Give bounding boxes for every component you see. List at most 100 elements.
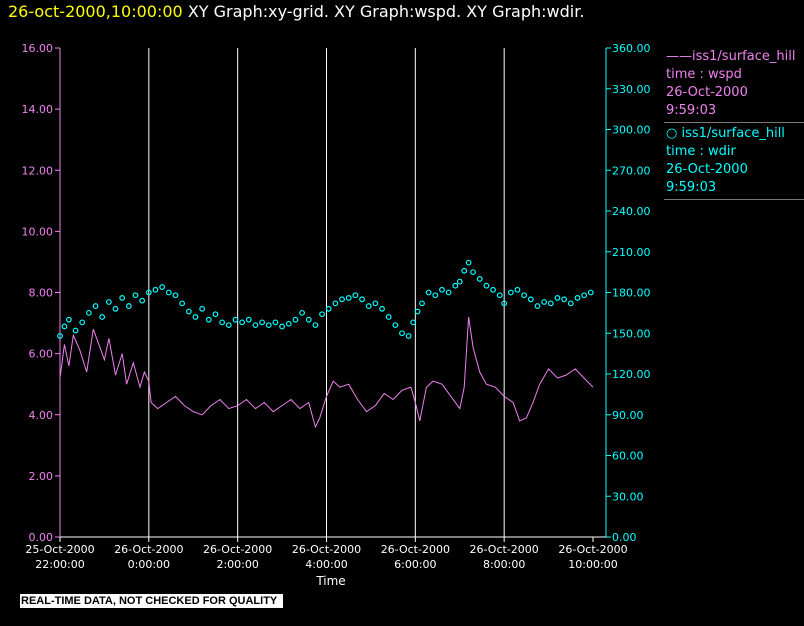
wdir-point <box>581 292 588 299</box>
wdir-point <box>219 319 226 326</box>
wdir-point <box>205 316 212 323</box>
wdir-point <box>312 322 319 329</box>
wdir-point <box>152 286 159 293</box>
wdir-point <box>547 300 554 307</box>
right-axis-wdir: 0.00 30.00 60.00 90.00 120.00 150.00 180.00 210… <box>605 42 651 544</box>
x-axis-time: 25-Oct-2000 22:00:00 26-Oct-2000 0:00:00 26-… <box>25 536 628 571</box>
wdir-point <box>490 286 496 293</box>
wdir-point <box>439 286 445 293</box>
right-axis-tick-label: 300.00 <box>612 124 651 137</box>
right-axis-tick-label: 240.00 <box>612 205 651 218</box>
series-wspd <box>59 316 594 429</box>
wdir-point <box>399 330 405 337</box>
wdir-point <box>405 333 412 339</box>
chart-header: 26-oct-2000,10:00:00 XY Graph:xy-grid. X… <box>8 2 584 21</box>
wdir-point <box>352 292 359 299</box>
legend-entry-wspd-time: 9:59:03 <box>666 103 717 118</box>
x-axis-tick-time: 0:00:00 <box>128 558 170 571</box>
legend-entry-wdir: ○ iss1/surface_hill time : wdir 26-Oct-2… <box>664 123 804 200</box>
wdir-point <box>145 289 152 296</box>
x-axis-tick-date: 26-Oct-2000 <box>470 543 539 556</box>
right-axis-tick-label: 360.00 <box>612 42 651 55</box>
wdir-point <box>432 292 439 299</box>
x-axis-tick-time: 2:00:00 <box>216 558 258 571</box>
wdir-point <box>419 300 425 307</box>
x-axis-tick-date: 26-Oct-2000 <box>203 543 272 556</box>
wdir-point <box>392 322 399 329</box>
legend-entry-wdir-date: 26-Oct-2000 <box>666 162 748 177</box>
wdir-point <box>85 309 92 316</box>
wdir-point <box>339 296 345 303</box>
right-axis-tick-label: 150.00 <box>612 327 651 340</box>
x-axis-tick-time: 8:00:00 <box>483 558 525 571</box>
series-wdir <box>57 259 594 339</box>
wdir-point <box>425 289 432 296</box>
wdir-point <box>285 320 292 327</box>
x-axis-tick-date: 26-Oct-2000 <box>558 543 627 556</box>
left-axis-tick-label: 10.00 <box>22 225 54 238</box>
wdir-point <box>72 327 79 334</box>
wdir-point <box>299 309 305 316</box>
wdir-point <box>496 292 503 299</box>
legend: —— iss1/surface_hill time : wspd 26-Oct-2… <box>664 46 804 200</box>
wdir-point <box>192 314 199 320</box>
legend-entry-wspd-variable: time : wspd <box>666 67 742 82</box>
wdir-point <box>521 292 528 299</box>
x-axis-tick-date: 26-Oct-2000 <box>114 543 183 556</box>
x-axis-tick-time: 10:00:00 <box>568 558 617 571</box>
right-axis-tick-label: 270.00 <box>612 164 651 177</box>
quality-disclaimer: REAL-TIME DATA, NOT CHECKED FOR QUALITY <box>20 594 284 608</box>
x-axis-tick-date: 26-Oct-2000 <box>381 543 450 556</box>
wdir-point <box>185 308 192 315</box>
right-axis-tick-label: 330.00 <box>612 83 651 96</box>
wdir-point <box>212 311 219 318</box>
wdir-point <box>501 300 508 307</box>
wdir-point <box>305 316 312 323</box>
wdir-point <box>57 333 63 339</box>
left-axis-tick-label: 16.00 <box>22 42 54 55</box>
left-axis-tick-label: 0.00 <box>29 531 54 544</box>
header-timestamp: 26-oct-2000,10:00:00 <box>8 2 183 21</box>
wdir-point <box>452 282 459 289</box>
wdir-point <box>365 303 372 309</box>
wdir-point <box>245 316 252 323</box>
legend-line-swatch: —— <box>666 49 692 64</box>
wdir-point <box>179 300 186 307</box>
right-axis-tick-label: 30.00 <box>612 490 644 503</box>
left-axis-tick-label: 6.00 <box>29 348 54 361</box>
wdir-point <box>541 299 548 305</box>
wdir-point <box>385 314 392 320</box>
header-graph-titles: XY Graph:xy-grid. XY Graph:wspd. XY Grap… <box>187 2 585 21</box>
wdir-point <box>372 300 379 307</box>
x-axis-tick-date: 25-Oct-2000 <box>25 543 94 556</box>
right-axis-tick-label: 120.00 <box>612 368 651 381</box>
wdir-point <box>345 295 352 301</box>
wdir-point <box>319 311 325 318</box>
wdir-point <box>445 289 452 296</box>
wdir-point <box>79 319 86 326</box>
wdir-point <box>112 305 119 312</box>
wdir-point <box>527 296 534 303</box>
wdir-point <box>514 286 521 293</box>
wdir-point <box>359 296 365 303</box>
wdir-point <box>259 319 265 326</box>
right-axis-tick-label: 60.00 <box>612 450 644 463</box>
wdir-point <box>574 295 581 301</box>
x-axis-label: Time <box>315 574 345 588</box>
legend-entry-wdir-station: iss1/surface_hill <box>681 126 785 141</box>
legend-marker-swatch: ○ <box>666 126 682 141</box>
wdir-point <box>292 316 299 323</box>
wdir-point <box>507 289 514 296</box>
right-axis-tick-label: 180.00 <box>612 287 651 300</box>
wdir-point <box>92 303 99 309</box>
wdir-point <box>272 319 279 326</box>
right-axis-tick-label: 210.00 <box>612 246 651 259</box>
wdir-point <box>132 292 139 299</box>
wdir-point <box>561 296 568 303</box>
wdir-point <box>199 305 206 312</box>
wspd-line <box>59 316 594 429</box>
wdir-point <box>279 323 285 330</box>
legend-entry-wdir-variable: time : wdir <box>666 144 736 159</box>
wdir-point <box>99 314 106 320</box>
wdir-point <box>105 299 112 305</box>
